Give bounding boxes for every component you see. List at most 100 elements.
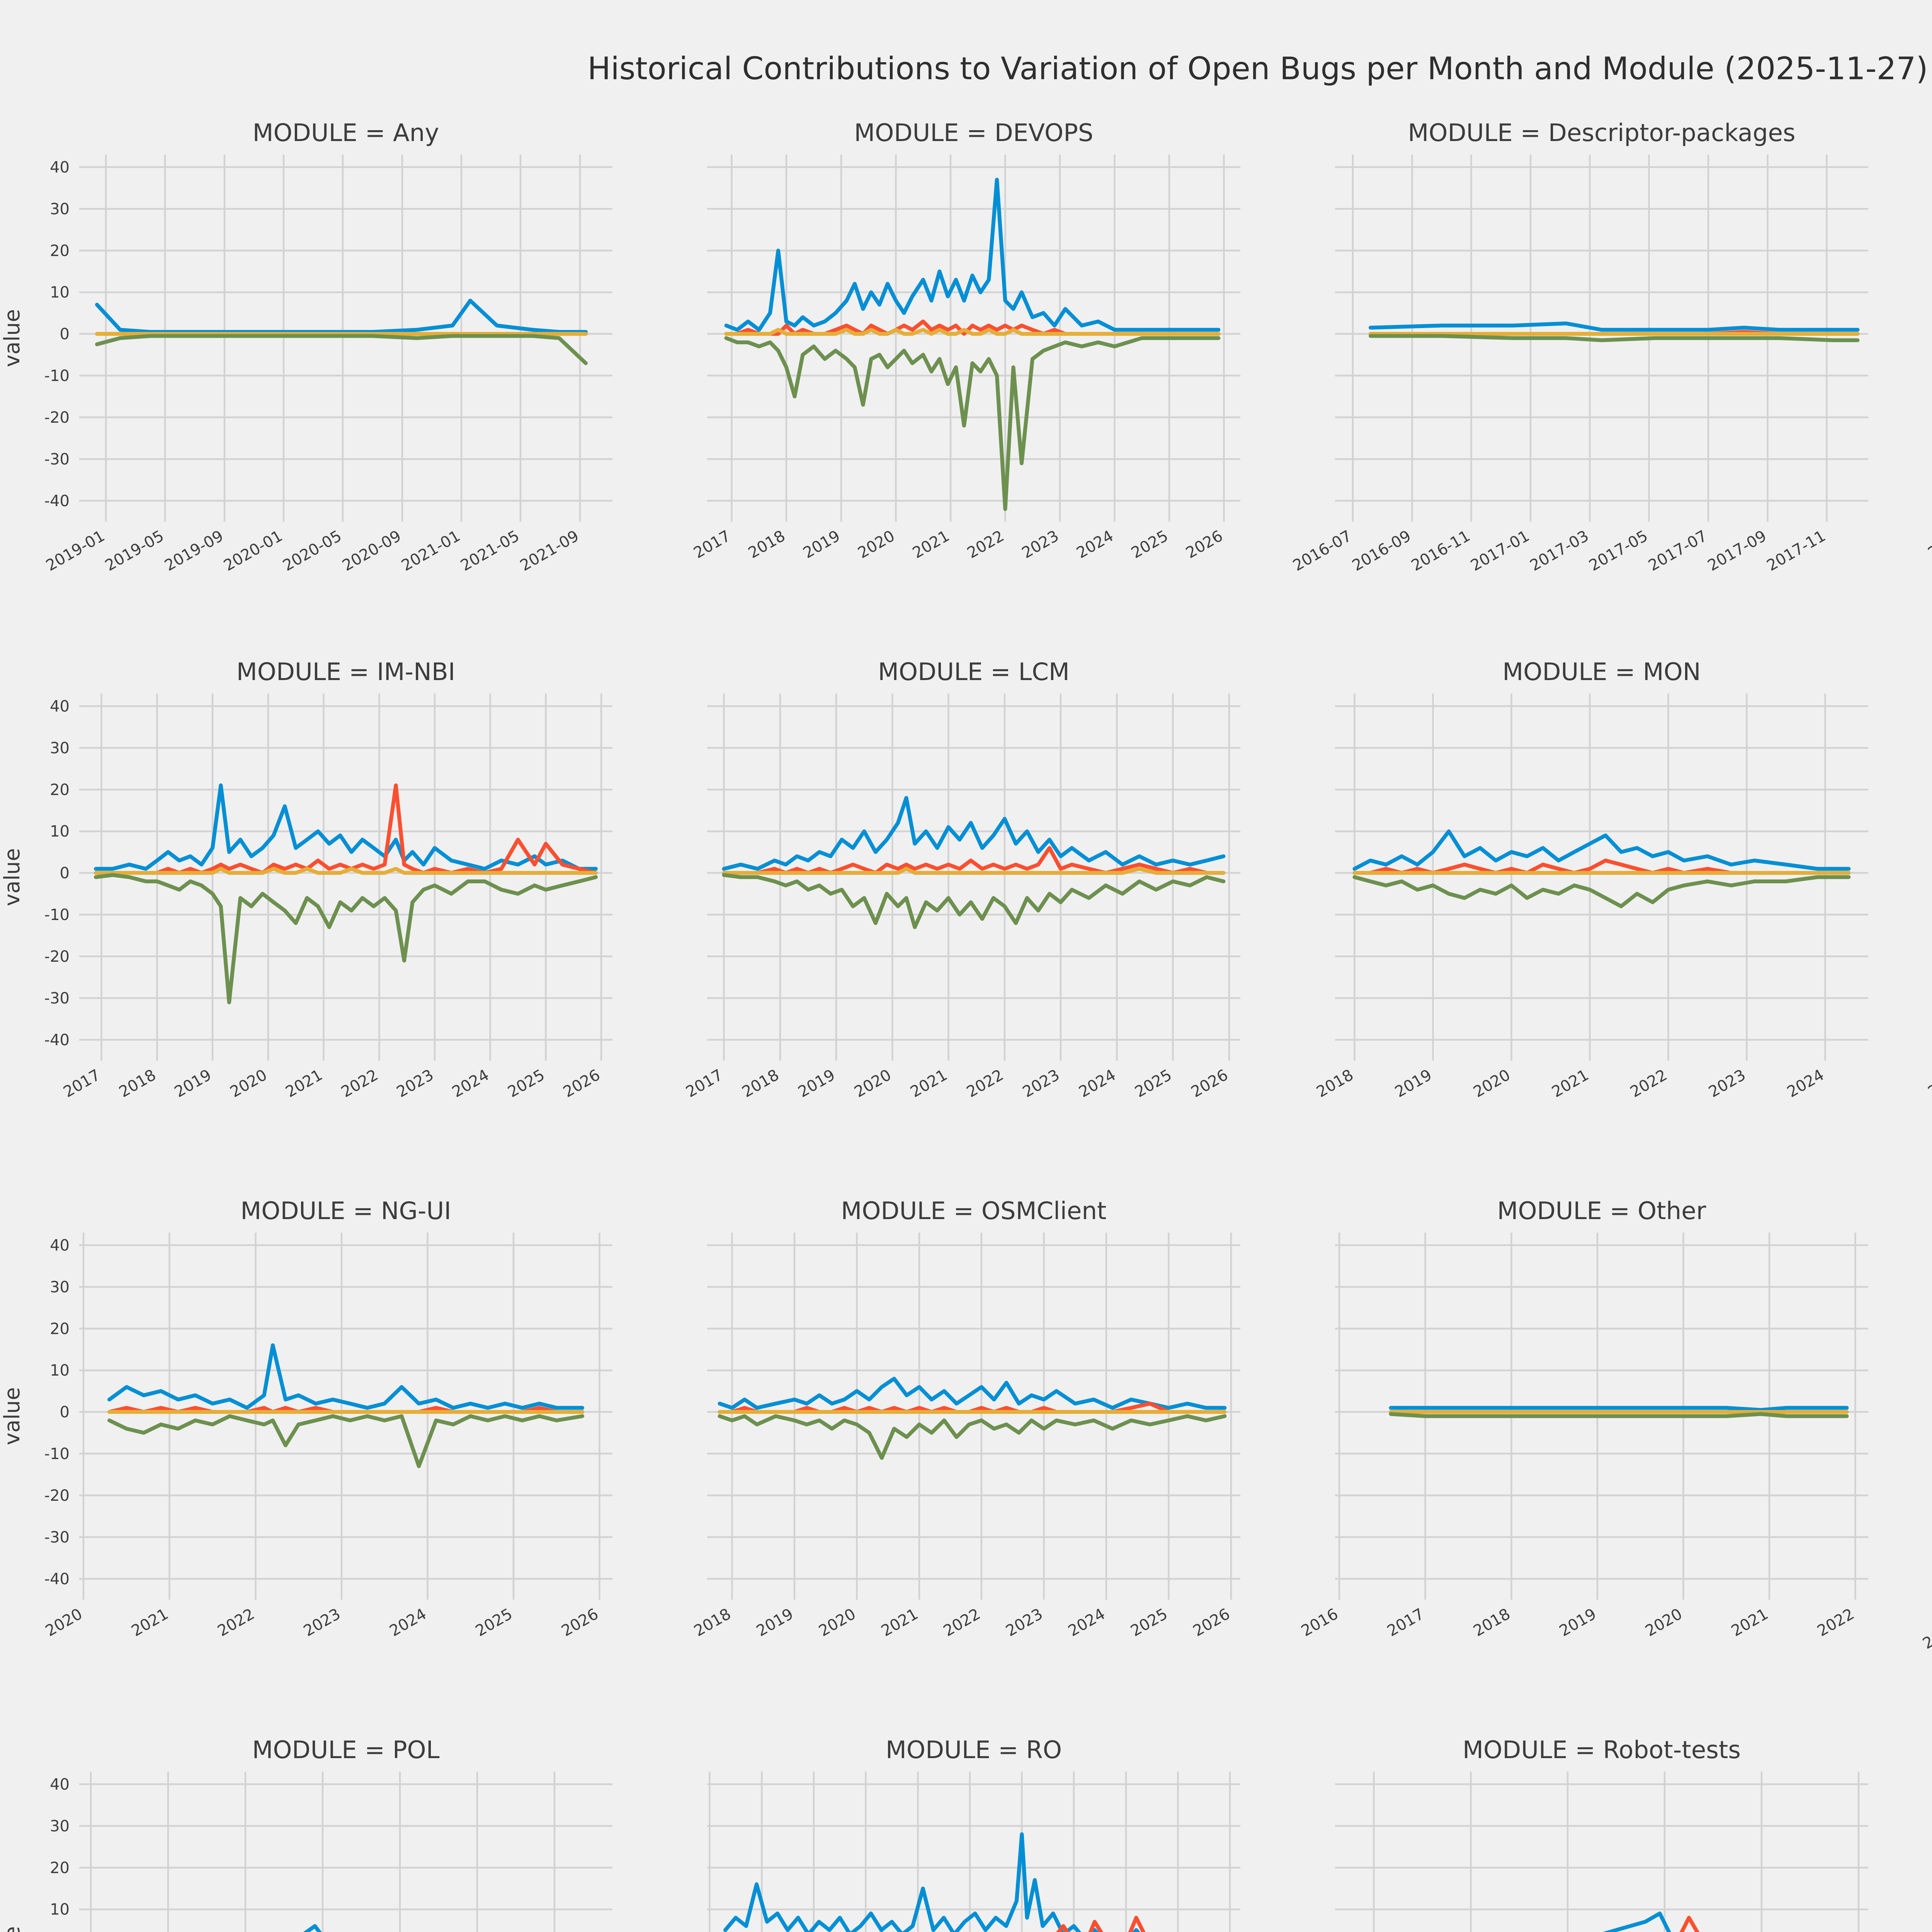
series-line-opened (94, 783, 598, 871)
facet-title: MODULE = NG-UI (240, 1197, 451, 1225)
y-tick-label: 40 (50, 698, 70, 716)
series-line-opened (95, 298, 588, 334)
facet-title: MODULE = IM-NBI (236, 658, 455, 686)
x-tick-label: 2017 (60, 1066, 103, 1101)
x-tick-label: 2022 (1627, 1066, 1670, 1101)
gridlines (79, 694, 612, 1061)
y-tick-label: 30 (50, 201, 70, 218)
y-tick-label: 10 (50, 1901, 70, 1918)
series-line-closed (95, 334, 588, 365)
x-tick-label: 2017-07 (1645, 527, 1710, 575)
x-tick-label: 2022 (338, 1066, 381, 1101)
series-line-opened (1352, 829, 1851, 871)
facet-documentation-wiki: 201620172018201920202021202220232024MODU… (1886, 116, 1932, 655)
series-line-opened (1602, 1912, 1671, 1932)
x-tick-label: 2017 (683, 1066, 726, 1101)
y-tick-label: -10 (44, 906, 70, 924)
x-tick-label: 2021 (878, 1605, 921, 1640)
x-tick-label: 2019 (1556, 1605, 1599, 1640)
x-tick-label: 2020 (43, 1605, 85, 1640)
gridlines (79, 1233, 612, 1600)
gridlines (1335, 1772, 1868, 1932)
x-tick-label: 2024 (1076, 1066, 1119, 1101)
y-tick-label: -40 (44, 1031, 70, 1049)
series-line-closed (1369, 334, 1860, 342)
facet-grid: 2019-01 2019-05 2019-09 2020-01 2020-05 2020-… (0, 116, 1932, 1932)
facet-chart: 2018 2019 2020 2021 2022 2023 2024 2025 2026 MODU… (691, 1197, 1240, 1640)
x-tick-label: 2022 (964, 1066, 1007, 1101)
y-tick-label: 0 (60, 1403, 70, 1421)
x-tick-label: 2023 (1706, 1066, 1748, 1101)
series-line-opened (718, 1376, 1227, 1410)
x-tick-label: 2024 (1065, 1605, 1108, 1640)
facet-title: MODULE = MON (1502, 658, 1701, 686)
y-tick-label: 40 (50, 159, 70, 177)
facet-chart: 2018201920202021202220232024-40-30-20-10… (0, 1736, 612, 1932)
facet-title: MODULE = LCM (878, 658, 1070, 686)
x-tick-label: 2020 (851, 1066, 894, 1101)
x-tick-label: 2018 (691, 1605, 734, 1640)
facet-chart: 2020 2021 2022 2023 2024 2025 2026 -40 -30 -20 -10… (0, 1197, 612, 1640)
y-tick-label: -10 (44, 367, 70, 385)
x-tick-label: 2021-05 (457, 527, 522, 575)
x-tick-label: 2019-05 (102, 527, 167, 575)
x-tick-label: 2023 (1020, 1066, 1063, 1101)
x-tick-label: 2023 (394, 1066, 437, 1101)
y-tick-label: 20 (50, 242, 70, 260)
y-tick-label: 20 (50, 781, 70, 799)
x-tick-label: 2022 (1814, 1605, 1857, 1640)
y-tick-label: 0 (60, 864, 70, 882)
x-tick-label: 2016 (1925, 1066, 1932, 1101)
facet-pla: 2020-072020-102021-012021-042021-072021-… (1886, 1194, 1932, 1733)
x-tick-label: 2026 (1190, 1605, 1233, 1640)
x-tick-label: 2021 (1549, 1066, 1592, 1101)
facet-title: MODULE = Any (253, 119, 439, 147)
y-tick-label: 10 (50, 1362, 70, 1379)
y-tick-label: -40 (44, 1570, 70, 1588)
x-tick-label: 2026 (558, 1605, 601, 1640)
x-tick-label: 2025 (1132, 1066, 1175, 1101)
y-tick-label: -20 (44, 1487, 70, 1505)
y-tick-label: -10 (44, 1445, 70, 1463)
x-tick-label: 2021-09 (517, 527, 582, 575)
gridlines (1335, 694, 1868, 1061)
series-line-closed (107, 1414, 584, 1468)
x-tick-label: 2019 (800, 527, 843, 562)
y-tick-label: 40 (50, 1776, 70, 1794)
series-line-opened (1369, 321, 1860, 332)
gridlines (707, 694, 1240, 1061)
facet-lcm: 2017 2018 2019 2020 2021 2022 2023 2024 2025 2026… (630, 655, 1258, 1194)
x-tick-label: 2026 (1183, 527, 1226, 562)
facet-ro: 2016201720182019202020212022202320242025… (630, 1733, 1258, 1932)
series-line-closed (718, 1414, 1227, 1460)
series-line-false-closed (94, 867, 598, 875)
series-line-reopened (1352, 859, 1851, 875)
facet-chart: 2017 2018 2019 2020 2021 2022 2023 2024 2025 2026… (690, 119, 1240, 562)
x-tick-label: 2021 (1728, 1605, 1771, 1640)
x-tick-label: 2017-11 (1764, 527, 1829, 575)
x-tick-label: 2021 (282, 1066, 325, 1101)
x-tick-label: 2020-09 (339, 527, 404, 575)
facet-chart: 2016201720182019202020212022202320242025… (707, 1736, 1240, 1932)
y-tick-label: -30 (44, 451, 70, 468)
x-tick-label: 2024 (386, 1605, 429, 1640)
y-tick-label: -30 (44, 1529, 70, 1546)
x-tick-label: 2021 (907, 1066, 950, 1101)
series-line-opened (723, 1832, 1141, 1932)
facet-descriptor-packages: 2016-07 2016-09 2016-11 2017-01 2017-03 2017-… (1258, 116, 1886, 655)
series-line-opened (107, 1343, 584, 1410)
facet-any: 2019-01 2019-05 2019-09 2020-01 2020-05 2020-… (0, 116, 630, 655)
facet-title: MODULE = Robot-tests (1463, 1736, 1741, 1764)
series-line-opened (1389, 1406, 1849, 1412)
x-tick-label: 2017 (1384, 1605, 1427, 1640)
series-line-closed (1352, 875, 1851, 908)
y-tick-label: -30 (44, 990, 70, 1007)
x-tick-label: 2021 (128, 1605, 171, 1640)
x-tick-label: 2019 (1392, 1066, 1435, 1101)
x-tick-label: 2021-01 (398, 527, 463, 575)
gridlines (79, 155, 612, 522)
series-line-opened (303, 1924, 322, 1932)
x-tick-label: 2020-05 (280, 527, 345, 575)
